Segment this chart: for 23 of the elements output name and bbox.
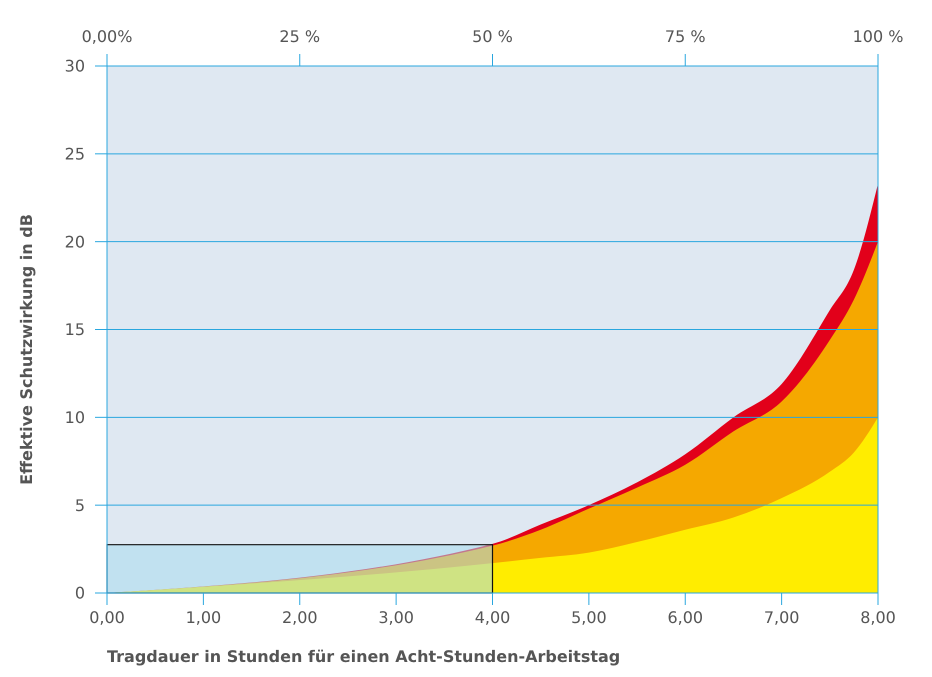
y-tick-label: 20 bbox=[64, 232, 85, 252]
x-tick-label: 0,00 bbox=[89, 608, 125, 627]
x-tick-label: 1,00 bbox=[186, 608, 222, 627]
y-tick-label: 5 bbox=[74, 496, 85, 515]
x-tick-label: 7,00 bbox=[764, 608, 800, 627]
x-tick-label: 2,00 bbox=[282, 608, 318, 627]
y-axis-title: Effektive Schutzwirkung in dB bbox=[17, 214, 36, 485]
x-tick-label: 8,00 bbox=[860, 608, 896, 627]
y-tick-label: 25 bbox=[64, 144, 85, 164]
x2-tick-label: 0,00% bbox=[82, 27, 132, 46]
y-tick-label: 15 bbox=[64, 320, 85, 340]
x-tick-label: 6,00 bbox=[667, 608, 704, 627]
x2-tick-label: 100 % bbox=[852, 27, 904, 46]
x-tick-label: 3,00 bbox=[378, 608, 414, 627]
y-tick-label: 0 bbox=[74, 584, 85, 603]
x2-tick-label: 50 % bbox=[472, 27, 513, 46]
x-axis-title: Tragdauer in Stunden für einen Acht-Stunden-Arbeitstag bbox=[107, 647, 620, 666]
x-tick-label: 4,00 bbox=[474, 608, 510, 627]
x2-tick-label: 75 % bbox=[664, 27, 706, 46]
x2-tick-label: 25 % bbox=[279, 27, 320, 46]
y-tick-label: 10 bbox=[64, 408, 85, 427]
x-tick-label: 5,00 bbox=[571, 608, 607, 627]
y-tick-label: 30 bbox=[64, 56, 85, 76]
